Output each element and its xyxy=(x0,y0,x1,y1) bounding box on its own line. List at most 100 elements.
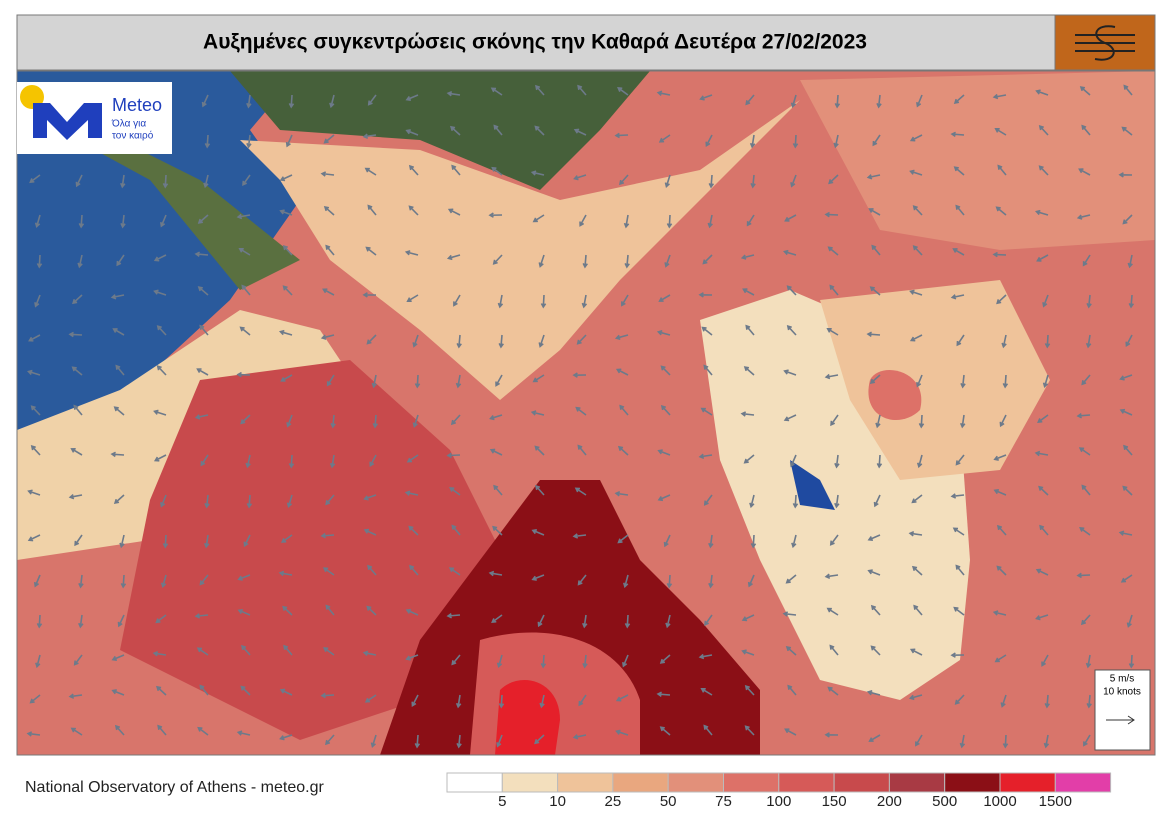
wind-arrow xyxy=(1039,524,1049,536)
colorbar-label: 500 xyxy=(932,793,957,810)
wind-arrow xyxy=(1035,568,1049,576)
wind-arrow xyxy=(1076,412,1091,419)
wind-arrow xyxy=(280,534,293,543)
wind-arrow xyxy=(446,452,461,459)
wind-arrow xyxy=(113,494,125,505)
wind-arrow xyxy=(238,247,251,256)
wind-arrow xyxy=(534,445,545,456)
wind-arrow xyxy=(992,251,1007,258)
footer: National Observatory of Athens - meteo.g… xyxy=(25,779,324,796)
wind-arrow xyxy=(279,209,293,216)
wind-arrow xyxy=(785,646,797,656)
wind-arrow xyxy=(116,254,125,267)
wind-arrow xyxy=(362,292,377,298)
wind-arrow xyxy=(619,174,629,186)
wind-arrow xyxy=(534,734,545,745)
wind-arrow xyxy=(78,614,84,629)
wind-arrow xyxy=(405,608,419,616)
wind-arrow xyxy=(701,326,713,336)
wind-arrow xyxy=(239,326,251,336)
wind-arrow xyxy=(913,604,923,616)
wind-arrow xyxy=(73,404,83,416)
wind-arrow xyxy=(243,534,251,548)
wind-arrow xyxy=(488,212,503,218)
wind-arrow xyxy=(790,94,797,109)
wind-arrow xyxy=(867,534,881,542)
colorbar-label: 50 xyxy=(660,793,677,810)
wind-arrow xyxy=(827,686,839,696)
wind-arrow xyxy=(537,614,545,628)
wind-arrow xyxy=(371,374,377,389)
wind-arrow xyxy=(872,134,881,147)
wind-arrow xyxy=(783,249,797,256)
wind-arrow xyxy=(194,251,209,257)
wind-arrow xyxy=(1118,530,1133,536)
wind-arrow xyxy=(955,454,965,466)
wind-arrow xyxy=(456,334,462,349)
wind-arrow xyxy=(33,574,41,588)
colorbar-label: 1000 xyxy=(983,793,1016,810)
wind-arrow xyxy=(912,205,923,216)
wind-arrow xyxy=(68,331,83,338)
wind-arrow xyxy=(323,206,335,216)
wind-arrow xyxy=(493,484,503,496)
wind-arrow xyxy=(623,214,630,229)
wind-arrow xyxy=(749,494,755,509)
wind-arrow xyxy=(405,129,419,136)
colorbar-swatch xyxy=(944,772,1001,793)
wind-arrow xyxy=(614,491,629,497)
wind-arrow xyxy=(870,604,881,616)
wind-arrow xyxy=(157,724,167,736)
colorbar: 5 10 25 50 75 100 150 200 500 1000 1500 xyxy=(446,772,1112,810)
wind-arrow xyxy=(498,334,504,349)
wind-arrow xyxy=(532,374,545,383)
wind-arrow xyxy=(573,174,587,181)
wind-arrow xyxy=(657,449,671,456)
wind-arrow xyxy=(574,487,587,496)
wind-arrow xyxy=(953,166,965,176)
wind-arrow xyxy=(908,531,923,537)
wind-arrow xyxy=(27,369,41,376)
map-frame xyxy=(16,70,1156,756)
wind-arrow xyxy=(1002,734,1009,749)
wind-arrow xyxy=(1078,168,1091,176)
wind-arrow xyxy=(581,294,588,309)
wind-arrow xyxy=(786,325,797,336)
wind-arrow xyxy=(918,414,925,429)
wind-arrow xyxy=(203,534,210,549)
wind-arrow xyxy=(282,245,293,256)
wind-key-arrow xyxy=(1106,715,1135,725)
wind-arrow xyxy=(789,454,797,468)
wind-arrow xyxy=(323,647,335,656)
wind-arrow xyxy=(199,574,209,586)
wind-arrow xyxy=(364,167,377,176)
wind-arrow xyxy=(866,690,881,696)
wind-arrow xyxy=(278,570,293,577)
brand-icon xyxy=(1075,25,1135,61)
wind-arrow xyxy=(111,689,125,696)
wind-arrow xyxy=(664,174,671,188)
wind-arrow xyxy=(414,374,421,389)
wind-arrow xyxy=(824,211,839,218)
wind-arrow xyxy=(786,285,797,296)
wind-arrow xyxy=(664,254,671,268)
wind-arrow xyxy=(997,164,1007,176)
wind-arrow xyxy=(110,294,125,300)
wind-arrow xyxy=(784,214,797,222)
wind-arrow xyxy=(246,134,252,149)
wind-arrow xyxy=(325,604,335,616)
wind-arrow xyxy=(995,206,1007,216)
wind-arrow xyxy=(1037,414,1049,423)
wind-arrow xyxy=(1002,374,1009,389)
wind-arrow xyxy=(411,694,419,708)
wind-key xyxy=(1094,669,1151,751)
wind-arrow xyxy=(1119,374,1133,381)
wind-arrow xyxy=(160,574,167,589)
wind-arrow xyxy=(197,726,209,736)
wind-arrow xyxy=(1000,694,1007,708)
wind-arrow xyxy=(539,694,545,709)
wind-arrow xyxy=(1122,485,1133,496)
wind-arrow xyxy=(110,451,125,458)
wind-arrow xyxy=(707,214,713,229)
wind-arrow xyxy=(833,134,839,149)
